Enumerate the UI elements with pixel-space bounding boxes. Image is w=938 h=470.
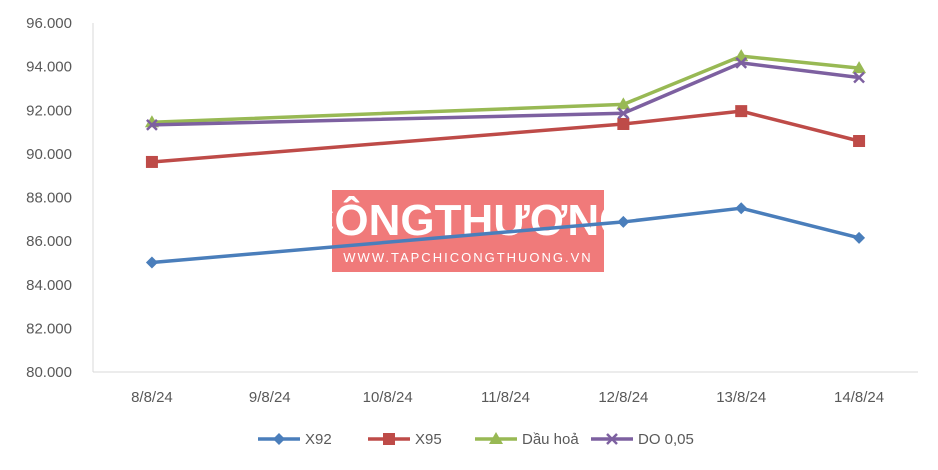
legend-item: Dầu hoả [475,431,579,448]
legend-item: X92 [258,431,332,448]
x-tick-label: 9/8/24 [249,389,291,406]
watermark: CÔNGTHƯƠNG WWW.TAPCHICONGTHUONG.VN [303,190,634,272]
data-point [853,231,866,244]
y-tick-label: 96.000 [26,15,72,32]
legend-marker [273,433,285,445]
y-tick-label: 84.000 [26,277,72,294]
series-4 [146,57,865,131]
data-point [852,61,867,74]
legend-marker [606,433,618,445]
x-tick-label: 10/8/24 [363,389,413,406]
series-line [151,109,860,164]
x-tick-label: 14/8/24 [834,389,884,406]
x-tick-label: 13/8/24 [716,389,766,406]
series-line [151,206,860,265]
y-tick-label: 92.000 [26,102,72,119]
y-tick-label: 90.000 [26,146,72,163]
data-point [735,57,748,69]
series-line [151,54,860,124]
x-tick-label: 11/8/24 [481,389,530,406]
y-tick-label: 88.000 [26,190,72,207]
series-3 [144,49,867,128]
y-tick-label: 82.000 [26,320,72,337]
watermark-title: CÔNGTHƯƠNG [303,194,634,245]
data-point [735,105,748,118]
series-layer [144,49,867,269]
data-point [853,71,865,84]
data-point [735,202,748,215]
data-point [617,215,630,228]
x-tick-label: 8/8/24 [131,389,173,406]
watermark-url: WWW.TAPCHICONGTHUONG.VN [343,250,592,265]
legend: X92 X95 Dầu hoả DO 0,05 [258,431,694,448]
watermark-background [332,190,604,272]
legend-marker [383,433,395,445]
data-point [617,107,630,120]
x-axis-ticks: 8/8/24 9/8/24 10/8/24 11/8/24 12/8/24 13/8/24… [131,389,884,406]
y-axis-ticks: 80.000 82.000 84.000 86.000 88.000 90.000 92.0… [26,15,72,381]
data-point [145,155,158,168]
x-tick-label: 12/8/24 [598,389,648,406]
legend-item: DO 0,05 [591,431,694,448]
series-2 [145,105,866,168]
data-point [616,97,631,110]
data-point [145,256,158,269]
legend-label: X95 [415,431,442,448]
y-tick-label: 94.000 [26,59,72,76]
legend-marker [489,432,503,444]
data-point [617,117,630,130]
data-point [146,118,158,131]
legend-item: X95 [368,431,442,448]
legend-label: X92 [305,431,332,448]
y-tick-label: 86.000 [26,233,72,250]
y-tick-label: 80.000 [26,364,72,381]
legend-label: DO 0,05 [638,431,694,448]
series-1 [145,202,866,269]
series-line [151,61,860,127]
legend-label: Dầu hoả [522,431,579,448]
data-point [853,135,866,148]
